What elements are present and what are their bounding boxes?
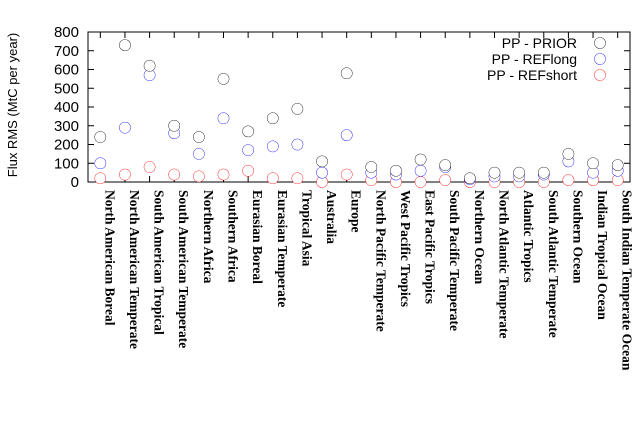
x-tick-label: South Pacific Temperate (447, 190, 462, 331)
data-point (119, 121, 131, 134)
data-point (193, 148, 205, 160)
x-tick-label: Northern Africa (201, 190, 216, 284)
data-point (242, 164, 254, 177)
x-tick-label: Northern Ocean (472, 190, 487, 285)
data-point (119, 168, 131, 181)
data-point (414, 164, 427, 177)
y-axis-label: Flux RMS (MtC per year) (5, 33, 20, 177)
data-point (611, 159, 624, 171)
data-points (94, 39, 624, 188)
data-point (266, 112, 279, 125)
legend-label: PP - REFlong (492, 51, 577, 67)
data-point (217, 168, 230, 181)
data-point (439, 174, 452, 186)
data-point (439, 159, 452, 171)
data-point (562, 174, 575, 186)
y-tick-label: 0 (71, 174, 79, 191)
y-tick-label: 800 (54, 24, 79, 41)
data-point (488, 166, 501, 179)
data-point (143, 59, 156, 72)
data-point (414, 176, 427, 188)
data-point (94, 172, 107, 185)
x-tick-label: North American Temperate (127, 190, 142, 349)
x-tick-label: Indian Tropical Ocean (595, 190, 610, 320)
data-point (94, 157, 107, 170)
data-point (143, 161, 156, 173)
data-point (316, 166, 328, 179)
data-point (242, 125, 254, 138)
legend-marker (594, 37, 606, 49)
data-point (291, 138, 304, 151)
legend-marker (594, 53, 606, 65)
data-point (340, 67, 353, 80)
data-point (266, 172, 279, 185)
data-point (537, 166, 550, 179)
x-tick-label: Atlantic Tropics (521, 190, 536, 283)
y-tick-label: 100 (54, 155, 79, 172)
data-point (513, 166, 525, 179)
x-tick-label: South American Temperate (176, 190, 191, 348)
legend-label: PP - REFshort (487, 67, 577, 83)
data-point (168, 119, 181, 132)
x-tick-label: North Atlantic Temperate (497, 190, 512, 338)
data-point (562, 148, 575, 160)
x-tick-label: West Pacific Tropics (398, 190, 413, 307)
x-tick-label: Eurasian Boreal (250, 190, 265, 284)
data-point (291, 172, 304, 185)
x-tick-label: South Indian Temperate Ocean (620, 190, 635, 371)
data-point (217, 73, 230, 85)
data-point (390, 164, 402, 177)
y-tick-label: 300 (54, 118, 79, 135)
data-point (587, 157, 599, 170)
data-point (316, 155, 328, 168)
data-point (340, 129, 353, 141)
data-point (365, 161, 378, 173)
x-tick-label: North American Boreal (102, 190, 117, 326)
data-point (464, 172, 476, 185)
x-tick-label: North Pacific Temperate (373, 190, 388, 332)
data-point (193, 131, 205, 143)
x-tick-label: Tropical Asia (299, 190, 314, 267)
y-tick-label: 700 (54, 43, 79, 60)
data-point (242, 144, 254, 156)
x-tick-label: East Pacific Tropics (423, 190, 438, 304)
x-tick-label: South Atlantic Temperate (546, 190, 561, 338)
data-point (340, 168, 353, 181)
x-tick-label: Eurasian Temperate (275, 190, 290, 307)
x-tick-labels: North American Boreal North American Temp… (99, 32, 635, 371)
data-point (94, 131, 107, 143)
data-point (168, 168, 181, 181)
legend-label: PP - PRIOR (502, 35, 577, 51)
data-point (119, 39, 131, 51)
y-tick-label: 500 (54, 80, 79, 97)
data-point (291, 103, 304, 115)
x-tick-label: Southern Africa (226, 190, 241, 283)
x-tick-label: Australia (324, 190, 339, 244)
data-point (193, 170, 205, 183)
data-point (266, 140, 279, 153)
x-tick-label: Europe (349, 190, 364, 233)
y-tick-label: 200 (54, 137, 79, 154)
data-point (143, 69, 156, 81)
x-tick-label: Southern Ocean (570, 190, 585, 284)
data-point (414, 153, 427, 166)
data-point (217, 112, 230, 125)
y-tick-label: 600 (54, 62, 79, 79)
x-tick-label: South American Tropical (152, 190, 167, 335)
legend-marker (594, 69, 606, 81)
y-tick-label: 400 (54, 99, 79, 116)
